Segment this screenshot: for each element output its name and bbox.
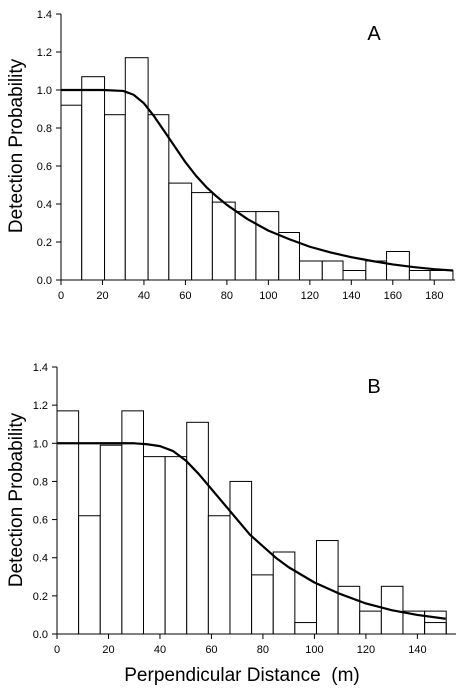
panel-b-x-tick-label: 20: [102, 644, 114, 656]
panel-a-x-tick-label: 160: [384, 290, 402, 302]
panel-a-bar: [255, 211, 280, 281]
panel-b-bar: [186, 421, 209, 635]
panel-a-x-tick-label: 20: [96, 290, 108, 302]
panel-a-bar: [321, 260, 344, 281]
panel-a-y-axis-title: Detection Probability: [6, 58, 27, 233]
panel-b-y-tick-label: 0.4: [33, 553, 48, 565]
panel-b-bar: [164, 456, 188, 635]
panel-b-plot-area: 0.0 0.2 0.4 0.6 0.8 1.0 1.2 1.4 0 20 40 60 80 100 120 1…: [33, 362, 456, 656]
panel-b-bar: [424, 622, 447, 635]
panel-b-x-tick-label: 80: [257, 644, 269, 656]
panel-a-y-tick-label: 1.0: [37, 85, 52, 97]
panel-b-y-tick-label: 0.8: [33, 476, 48, 488]
panel-b-x-tick-label: 120: [357, 644, 375, 656]
panel-b-y-tick-label: 0.2: [33, 591, 48, 603]
panel-b-y-tick-label: 1.2: [33, 400, 48, 412]
panel-a-bar: [408, 270, 431, 281]
panel-a-y-tick-label: 0.8: [37, 123, 52, 135]
panel-a-label: A: [367, 23, 381, 45]
panel-a-y-tick-label: 1.4: [37, 9, 52, 21]
panel-b-bar: [78, 515, 101, 635]
panel-b-x-tick-label: 60: [205, 644, 217, 656]
panel-a-bar: [298, 260, 323, 281]
panel-b-y-tick-label: 0.6: [33, 515, 48, 527]
panel-b-y-axis-title: Detection Probability: [6, 412, 27, 587]
panel-a-x-tick-label: 80: [221, 290, 233, 302]
panel-a-x-tick-label: 140: [342, 290, 360, 302]
panel-b-y-tick-label: 1.4: [33, 362, 48, 374]
panel-b-x-tick-label: 40: [154, 644, 166, 656]
panel-a-bar: [211, 201, 236, 281]
panel-a-y-tick-label: 0.4: [37, 199, 52, 211]
panel-a-bar: [147, 114, 170, 281]
panel-a-bar: [104, 114, 126, 281]
panel-a-bar: [429, 270, 454, 281]
panel-b-fitted-curve: [57, 442, 446, 620]
panel-b-bar: [99, 444, 123, 635]
panel-a-bar: [60, 104, 83, 281]
panel-a-bar: [342, 270, 367, 281]
panel-b-x-axis-title: Perpendicular Distance (m): [124, 665, 359, 686]
panel-b-x-tick-label: 0: [54, 644, 60, 656]
panel-a-x-tick-label: 100: [259, 290, 277, 302]
panel-a-bar: [124, 57, 149, 281]
panel-a-y-tick-label: 0.0: [37, 275, 52, 287]
panel-a-y-tick-label: 1.2: [37, 47, 52, 59]
panel-b-y-tick-label: 0.0: [33, 629, 48, 641]
panel-a-x-tick-label: 40: [138, 290, 150, 302]
panel-a-x-tick-label: 180: [425, 290, 443, 302]
panel-a-x-tick-label: 120: [301, 290, 319, 302]
panel-b-bar: [251, 574, 274, 635]
panel-a-y-tick-label: 0.6: [37, 161, 52, 173]
panel-a-y-tick-label: 0.2: [37, 237, 52, 249]
panel-a-x-tick-label: 60: [179, 290, 191, 302]
panel-b-bar: [142, 456, 166, 635]
panel-a-x-tick-label: 0: [58, 290, 64, 302]
panel-a-fitted-curve: [61, 88, 454, 272]
panel-b-bar: [207, 515, 231, 635]
panel-b-x-tick-label: 140: [408, 644, 426, 656]
panel-a-bar: [168, 182, 193, 281]
panel-b-bar: [229, 480, 253, 635]
panel-b-y-tick-label: 1.0: [33, 438, 48, 450]
panel-a-bar: [191, 192, 213, 281]
panel-b: B Detection Probability 0.0 0.2 0.4 0.6 0.8 1…: [6, 362, 456, 686]
panel-a: A Detection Probability 0.0 0.2 0.4 0.6 0.8 1…: [6, 9, 455, 302]
panel-b-label: B: [367, 376, 380, 398]
panel-b-bar: [294, 622, 317, 635]
panel-b-bar: [359, 610, 382, 635]
panel-b-x-tick-label: 100: [305, 644, 323, 656]
panel-a-plot-area: 0.0 0.2 0.4 0.6 0.8 1.0 1.2 1.4 0 20 40 60 80 100 120 1…: [37, 9, 455, 302]
panel-a-bar: [81, 76, 106, 281]
